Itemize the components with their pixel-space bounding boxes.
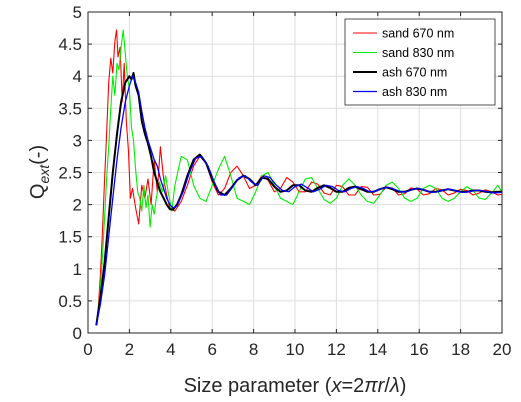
series-line-3 — [95, 72, 502, 326]
x-tick-label: 12 — [327, 340, 346, 359]
ticks: 0 2 4 6 8 10 12 14 16 18 20 0 0.5 1 1.5 2 2.5 3 3.5 4 4.5 5 — [58, 3, 511, 359]
x-tick-label: 2 — [125, 340, 134, 359]
legend-label-4: ash 830 nm — [382, 85, 447, 99]
legend-label-2: sand 830 nm — [382, 46, 454, 60]
y-tick-label: 3.5 — [58, 99, 82, 118]
x-tick-label: 6 — [207, 340, 216, 359]
x-tick-label: 4 — [166, 340, 175, 359]
y-tick-label: 2.5 — [58, 164, 82, 183]
y-axis-label: Qext(-) — [27, 145, 52, 199]
y-tick-label: 5 — [73, 3, 82, 22]
series-line-4 — [95, 75, 503, 326]
y-tick-label: 4 — [73, 67, 82, 86]
series-line-2 — [95, 29, 503, 326]
x-axis-label: Size parameter (x=2πr/λ) — [184, 375, 407, 397]
x-tick-label: 14 — [368, 340, 387, 359]
y-tick-label: 1.5 — [58, 228, 82, 247]
y-tick-label: 0 — [73, 324, 82, 343]
x-tick-label: 18 — [451, 340, 470, 359]
legend: sand 670 nm sand 830 nm ash 670 nm ash 830 … — [344, 18, 496, 106]
y-tick-label: 4.5 — [58, 35, 82, 54]
series-lines — [95, 29, 503, 326]
y-tick-label: 0.5 — [58, 292, 82, 311]
x-tick-label: 0 — [83, 340, 92, 359]
x-tick-label: 20 — [493, 340, 512, 359]
x-tick-label: 8 — [249, 340, 258, 359]
y-tick-label: 2 — [73, 196, 82, 215]
x-tick-label: 10 — [286, 340, 305, 359]
x-tick-label: 16 — [410, 340, 429, 359]
legend-label-3: ash 670 nm — [382, 66, 447, 80]
legend-label-1: sand 670 nm — [382, 27, 454, 41]
y-tick-label: 3 — [73, 131, 82, 150]
y-tick-label: 1 — [73, 260, 82, 279]
